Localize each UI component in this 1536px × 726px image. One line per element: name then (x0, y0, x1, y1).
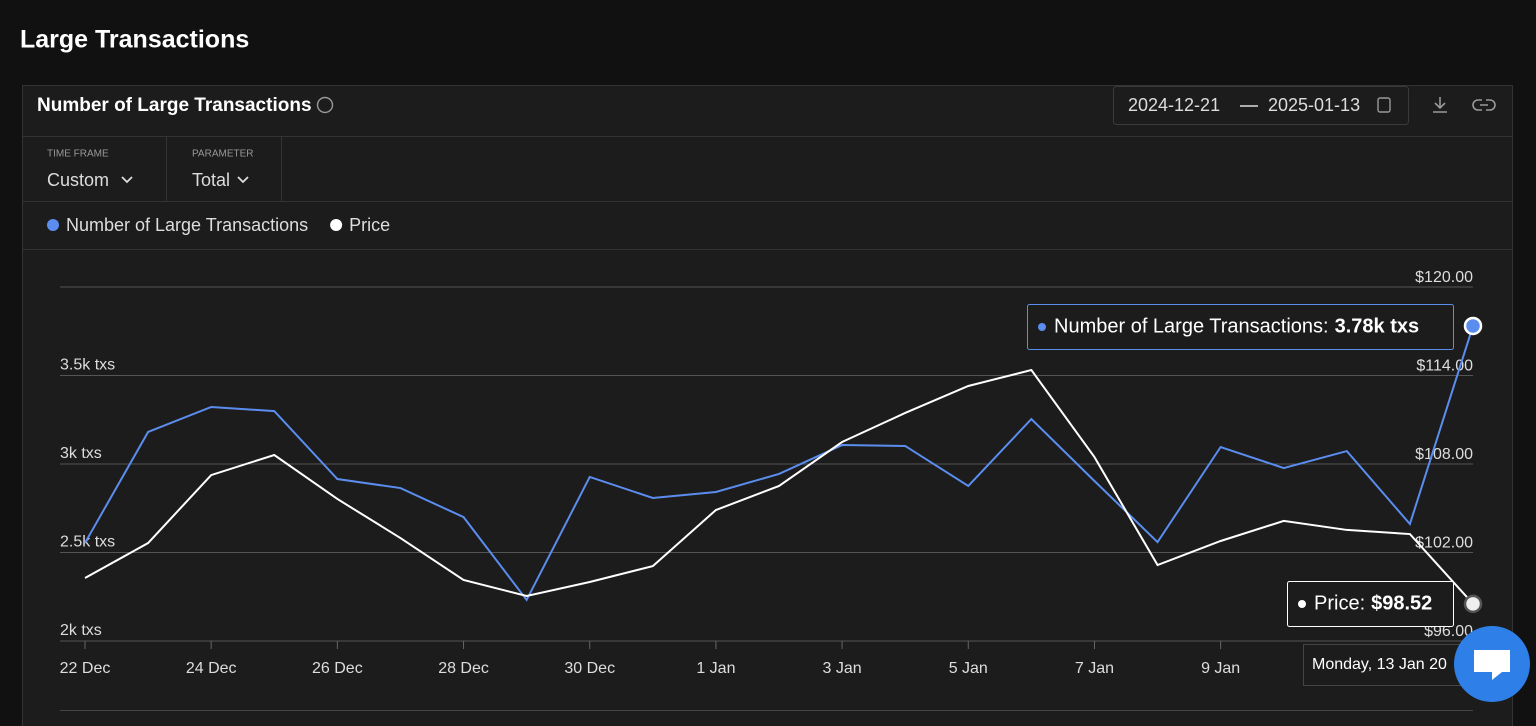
link-icon[interactable] (1472, 99, 1496, 111)
legend-dot (47, 219, 59, 231)
calendar-icon[interactable] (1377, 97, 1391, 113)
tooltip-dot (1298, 600, 1306, 608)
plot: $96.00 $102.00 $108.00 $114.00 $120.00 2k txs… (60, 269, 1504, 686)
hover-point (1463, 594, 1483, 614)
y2-tick-label: $102.00 (1415, 535, 1473, 552)
legend-dot (330, 219, 343, 231)
legend-label: Number of Large Transactions (66, 215, 308, 235)
download-icon[interactable] (1433, 97, 1447, 113)
tooltip-box (1287, 581, 1454, 627)
chevron[interactable] (237, 176, 249, 184)
tooltip-value: 3.78k txs (1335, 315, 1420, 337)
y2-tick-label: $114.00 (1416, 358, 1473, 375)
x-tick-label: 7 Jan (1075, 660, 1114, 677)
x-tick-label: 22 Dec (60, 660, 111, 677)
tooltip-label: Number of Large Transactions: (1054, 315, 1329, 337)
y-tick-label: 2.5k txs (60, 534, 115, 551)
x-tick-label: 28 Dec (438, 660, 489, 677)
filter-label: PARAMETER (192, 149, 254, 160)
series-line (84, 325, 1474, 602)
date-range[interactable] (1113, 86, 1409, 125)
filter-value[interactable]: Total (192, 170, 230, 190)
tooltip-box (1027, 304, 1454, 350)
x-tick-label: 24 Dec (186, 660, 237, 677)
card-title: Number of Large Transactions (37, 95, 312, 116)
tooltip-date: Monday, 13 Jan 20 (1312, 656, 1447, 673)
page-title: Large Transactions (20, 26, 249, 54)
y2-tick-label: $108.00 (1415, 446, 1473, 463)
tooltip-label: Price: (1314, 592, 1365, 614)
y2-tick-label: $120.00 (1415, 269, 1473, 286)
legend-label: Price (349, 215, 390, 235)
date-to: 2025-01-13 (1268, 95, 1360, 115)
x-tick-label: 9 Jan (1201, 660, 1240, 677)
tooltip-value: $98.52 (1371, 592, 1432, 614)
y2-tick-label: $96.00 (1424, 623, 1473, 640)
hover-point (1463, 316, 1483, 336)
x-tick-label: 5 Jan (949, 660, 988, 677)
chat-icon (1474, 650, 1510, 680)
date-from: 2024-12-21 (1128, 95, 1220, 115)
filter-label: TIME FRAME (47, 149, 109, 160)
y-tick-label: 3.5k txs (60, 357, 115, 374)
card (22, 85, 1513, 726)
tooltip-dot (1038, 323, 1046, 331)
y-tick-label: 2k txs (60, 622, 102, 639)
series-line (84, 368, 1474, 605)
chevron[interactable] (121, 176, 133, 184)
x-tick-label: 30 Dec (564, 660, 615, 677)
x-tick-label: 26 Dec (312, 660, 363, 677)
x-tick-label: 3 Jan (823, 660, 862, 677)
y-tick-label: 3k txs (60, 445, 102, 462)
filter-value[interactable]: Custom (47, 170, 109, 190)
x-tick-label: 1 Jan (696, 660, 735, 677)
help-icon[interactable] (316, 96, 334, 114)
legend: Number of Large Transactions Price (47, 215, 390, 235)
